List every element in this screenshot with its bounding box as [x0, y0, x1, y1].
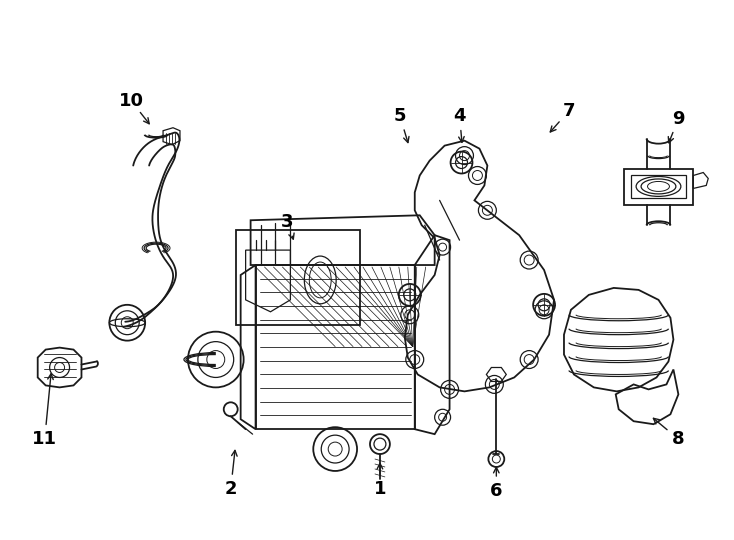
Text: 4: 4 — [454, 107, 466, 125]
Text: 5: 5 — [393, 107, 406, 125]
Text: 8: 8 — [672, 430, 685, 448]
Text: 11: 11 — [32, 430, 57, 448]
Text: 1: 1 — [374, 480, 386, 498]
Text: 3: 3 — [281, 213, 294, 231]
Text: 10: 10 — [119, 92, 144, 110]
Text: 6: 6 — [490, 482, 503, 500]
Text: 2: 2 — [225, 480, 237, 498]
Text: 7: 7 — [563, 102, 575, 120]
Bar — [236, 230, 360, 325]
Text: 9: 9 — [672, 110, 685, 128]
